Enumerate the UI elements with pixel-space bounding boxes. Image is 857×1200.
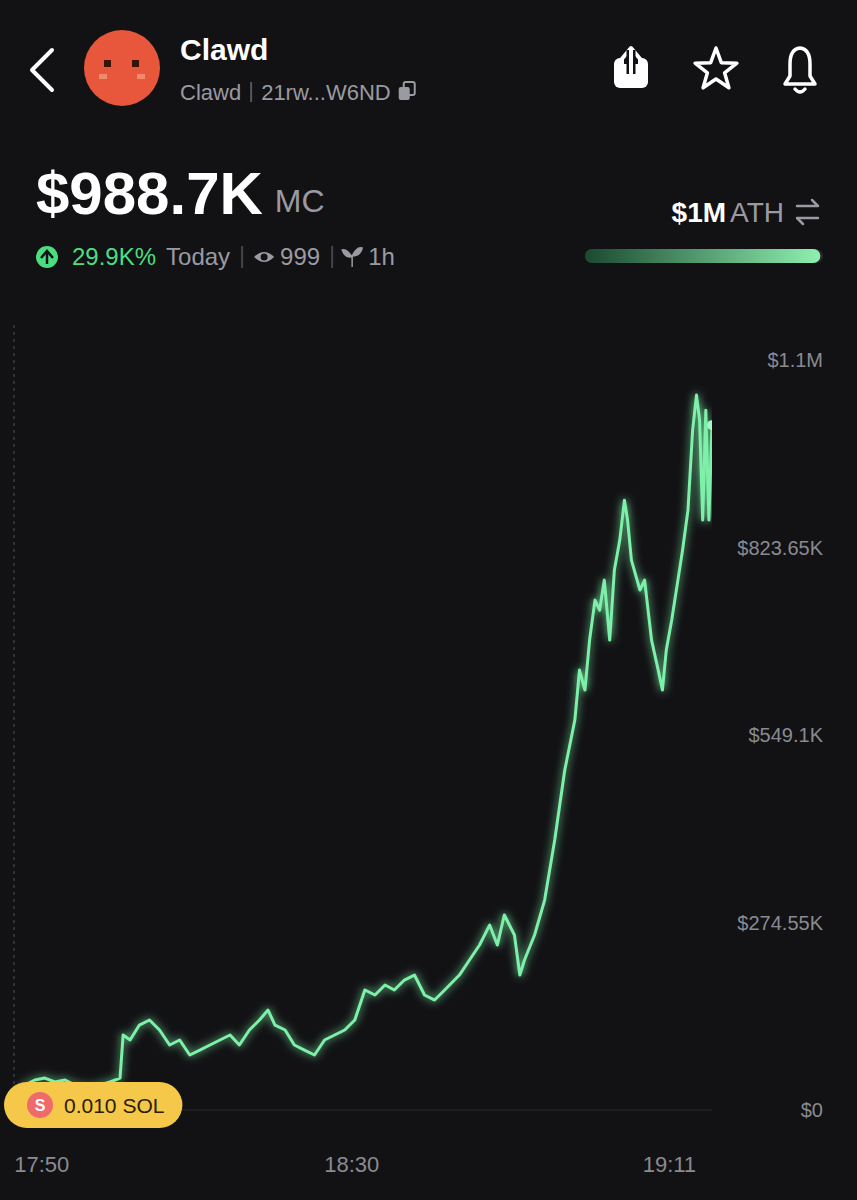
eye-icon [254, 252, 274, 262]
y-tick-label: $1.1M [767, 349, 823, 371]
ath-value: $1M [672, 197, 726, 228]
avatar-circle [84, 30, 160, 106]
avatar [84, 30, 160, 106]
ath-label: ATH [730, 197, 784, 228]
age: 1h [368, 243, 395, 270]
token-name: Clawd [180, 33, 268, 66]
progress-track [585, 249, 823, 263]
share-arrow [629, 50, 633, 74]
back-button[interactable] [32, 50, 52, 90]
eye-pupil [261, 254, 268, 261]
avatar-cheek [137, 74, 145, 79]
badge-icon [27, 1092, 53, 1118]
separator [241, 246, 243, 268]
viewers: 999 [280, 243, 320, 270]
x-tick-label: 17:50 [14, 1152, 69, 1177]
token-address: 21rw...W6ND [261, 80, 391, 105]
swap-arrows [797, 200, 818, 224]
up-icon [36, 246, 58, 268]
separator [250, 82, 252, 102]
change: 29.9K% [72, 243, 156, 270]
badge-bg [4, 1082, 182, 1128]
badge-text: 0.010 SOL [64, 1094, 164, 1117]
sol-badge: S 0.010 SOL [4, 1082, 182, 1128]
last-point [707, 420, 712, 430]
share-gap [627, 50, 636, 74]
y-tick-label: $0 [801, 1099, 823, 1121]
sprout-icon [342, 248, 362, 267]
avatar-cheek [99, 74, 107, 79]
plot-area [10, 395, 712, 1110]
x-tick-label: 18:30 [324, 1152, 379, 1177]
period: Today [166, 243, 230, 270]
badge-icon-text: S [35, 1097, 46, 1114]
separator [331, 246, 333, 268]
avatar-eye [132, 60, 139, 67]
copy-icon [399, 87, 410, 100]
favorite-button[interactable] [695, 48, 737, 88]
market-cap: $988.7K [36, 160, 263, 227]
bell-clapper [795, 89, 805, 92]
y-tick-label: $823.65K [737, 537, 823, 559]
notify-button[interactable] [785, 48, 815, 84]
up-arrow [46, 252, 49, 264]
price-line [10, 395, 712, 1110]
y-tick-label: $274.55K [737, 912, 823, 934]
background [0, 0, 857, 1200]
share-button[interactable] [614, 48, 648, 88]
avatar-eye [104, 60, 111, 67]
swap-icon[interactable] [797, 200, 818, 224]
page: Clawd Clawd 21rw...W6ND $988.7K MC 29.9K% Toda… [0, 0, 857, 1200]
market-cap-unit: MC [275, 183, 325, 219]
start-marker [13, 325, 15, 1100]
y-tick-label: $549.1K [748, 724, 823, 746]
progress-fill [585, 249, 820, 263]
x-tick-label: 19:11 [643, 1152, 696, 1177]
token-symbol: Clawd [180, 80, 241, 105]
